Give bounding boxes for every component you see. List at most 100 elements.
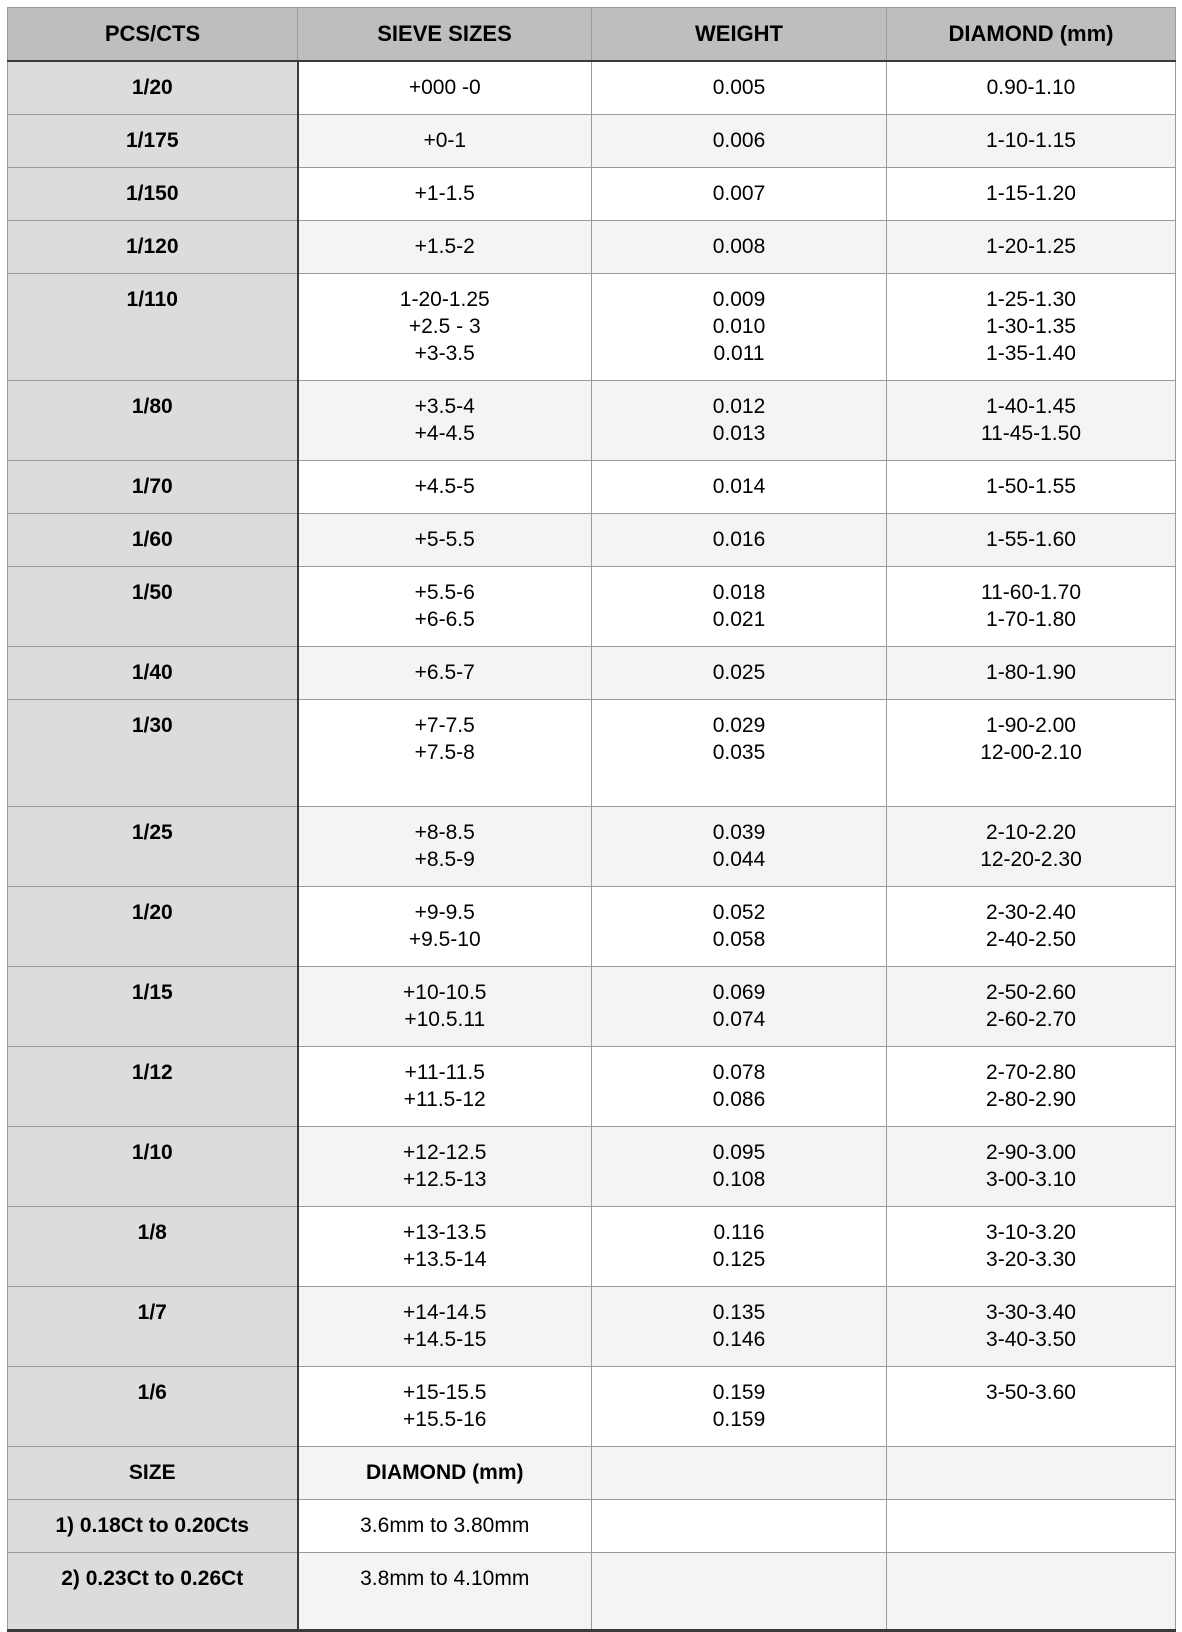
cell-weight: 0.018 0.021 (591, 566, 887, 647)
cell-pcs: 1/175 (7, 114, 299, 168)
cell-weight: 0.069 0.074 (591, 966, 887, 1047)
cell-weight: 0.014 (591, 460, 887, 514)
table-row: 1/110 1-20-1.25 +2.5 - 3 +3-3.5 0.009 0.010 0.… (7, 273, 1176, 381)
cell-diamond: 1-50-1.55 (886, 460, 1176, 514)
cell-sieve: +1.5-2 (297, 220, 592, 274)
cell-weight: 0.016 (591, 513, 887, 567)
cell-diamond: 1-10-1.15 (886, 114, 1176, 168)
cell-sieve: DIAMOND (mm) (297, 1446, 592, 1500)
cell-pcs: 1/15 (7, 966, 299, 1047)
cell-line: 2-60-2.70 (986, 1008, 1076, 1031)
cell-weight: 0.029 0.035 (591, 699, 887, 807)
cell-line: 3.6mm to 3.80mm (360, 1514, 530, 1537)
cell-line: 0.029 (712, 714, 766, 737)
table-row: 1/175 +0-1 0.006 1-10-1.15 (7, 114, 1176, 168)
column-header-sieve-sizes: SIEVE SIZES (297, 7, 592, 62)
cell-sieve: +0-1 (297, 114, 592, 168)
cell-sieve: +11-11.5 +11.5-12 (297, 1046, 592, 1127)
cell-line: 1-20-1.25 (986, 235, 1076, 258)
cell-line: 1/80 (131, 395, 173, 418)
column-header-weight: WEIGHT (591, 7, 887, 62)
table-row: 1/50 +5.5-6 +6-6.5 0.018 0.021 11-60-1.70 1-70… (7, 566, 1176, 647)
cell-line: +1.5-2 (414, 235, 475, 258)
cell-diamond: 3-10-3.20 3-20-3.30 (886, 1206, 1176, 1287)
cell-sieve: 3.6mm to 3.80mm (297, 1499, 592, 1553)
cell-pcs: 1/80 (7, 380, 299, 461)
cell-line: 1-90-2.00 (986, 714, 1076, 737)
cell-line: 0.018 (712, 581, 766, 604)
cell-line: 1-35-1.40 (986, 342, 1076, 365)
cell-line: 2) 0.23Ct to 0.26Ct (61, 1567, 244, 1590)
cell-line: 0.116 (713, 1221, 765, 1244)
cell-diamond: 1-80-1.90 (886, 646, 1176, 700)
cell-diamond: 2-50-2.60 2-60-2.70 (886, 966, 1176, 1047)
cell-line: 1/50 (131, 581, 173, 604)
table-row: 1/10 +12-12.5 +12.5-13 0.095 0.108 2-90-3.00 3… (7, 1126, 1176, 1207)
cell-sieve: +14-14.5 +14.5-15 (297, 1286, 592, 1367)
cell-line: 1/20 (131, 901, 173, 924)
table-header: PCS/CTS SIEVE SIZES WEIGHT DIAMOND (mm) (7, 7, 1176, 62)
cell-line: +13-13.5 (403, 1221, 487, 1244)
cell-diamond: 1-15-1.20 (886, 167, 1176, 221)
cell-line: 1/120 (125, 235, 179, 258)
table-row: 1/40 +6.5-7 0.025 1-80-1.90 (7, 646, 1176, 700)
cell-sieve: +13-13.5 +13.5-14 (297, 1206, 592, 1287)
table-row: 1/150 +1-1.5 0.007 1-15-1.20 (7, 167, 1176, 221)
cell-line: 11-60-1.70 (980, 581, 1082, 604)
cell-diamond: 2-10-2.20 12-20-2.30 (886, 806, 1176, 887)
cell-diamond: 3-50-3.60 (886, 1366, 1176, 1447)
cell-weight: 0.005 (591, 60, 887, 115)
cell-sieve: +7-7.5 +7.5-8 (297, 699, 592, 807)
cell-line: 2-50-2.60 (986, 981, 1076, 1004)
cell-line: 0.021 (712, 608, 766, 631)
cell-pcs: 1/60 (7, 513, 299, 567)
table-row: 1) 0.18Ct to 0.20Cts 3.6mm to 3.80mm (7, 1499, 1176, 1553)
cell-diamond: 3-30-3.40 3-40-3.50 (886, 1286, 1176, 1367)
cell-line: +6-6.5 (414, 608, 475, 631)
cell-line: 3-10-3.20 (986, 1221, 1076, 1244)
cell-line: 0.095 (712, 1141, 766, 1164)
cell-pcs: 1/110 (7, 273, 299, 381)
cell-weight: 0.052 0.058 (591, 886, 887, 967)
cell-line: 0.052 (712, 901, 766, 924)
cell-pcs: 1/40 (7, 646, 299, 700)
cell-line: +7.5-8 (414, 741, 475, 764)
cell-line: 3.8mm to 4.10mm (360, 1567, 530, 1590)
cell-line: +9-9.5 (414, 901, 475, 924)
table-row: 1/15 +10-10.5 +10.5.11 0.069 0.074 2-50-2.60 2… (7, 966, 1176, 1047)
table-row: 1/120 +1.5-2 0.008 1-20-1.25 (7, 220, 1176, 274)
cell-line: 3-50-3.60 (986, 1381, 1076, 1404)
cell-pcs: 1/120 (7, 220, 299, 274)
cell-line: +11.5-12 (403, 1088, 486, 1111)
cell-line: +15.5-16 (403, 1408, 487, 1431)
cell-line: 0.078 (712, 1061, 766, 1084)
cell-line: 0.009 (712, 288, 766, 311)
table-row: 1/20 +9-9.5 +9.5-10 0.052 0.058 2-30-2.40 2-40… (7, 886, 1176, 967)
cell-line: +3.5-4 (414, 395, 475, 418)
cell-line: 0.069 (712, 981, 766, 1004)
cell-line: 2-40-2.50 (986, 928, 1076, 951)
cell-line: +1-1.5 (414, 182, 475, 205)
cell-line: 1-40-1.45 (986, 395, 1076, 418)
cell-line: 0.008 (712, 235, 766, 258)
cell-line: 1/70 (131, 475, 173, 498)
cell-line: 3-20-3.30 (986, 1248, 1076, 1271)
cell-line: +10-10.5 (403, 981, 487, 1004)
table-row: 2) 0.23Ct to 0.26Ct 3.8mm to 4.10mm (7, 1552, 1176, 1631)
cell-line: 2-90-3.00 (986, 1141, 1076, 1164)
cell-line: +12-12.5 (403, 1141, 487, 1164)
cell-weight (591, 1446, 887, 1500)
cell-diamond: 1-25-1.30 1-30-1.35 1-35-1.40 (886, 273, 1176, 381)
table-row: 1/7 +14-14.5 +14.5-15 0.135 0.146 3-30-3.40 3-… (7, 1286, 1176, 1367)
cell-line: 0.035 (712, 741, 766, 764)
table-row: 1/20 +000 -0 0.005 0.90-1.10 (7, 60, 1176, 115)
cell-line: +4.5-5 (414, 475, 475, 498)
cell-diamond: 11-60-1.70 1-70-1.80 (886, 566, 1176, 647)
cell-diamond: 1-90-2.00 12-00-2.10 (886, 699, 1176, 807)
table-row: 1/30 +7-7.5 +7.5-8 0.029 0.035 1-90-2.00 12-0… (7, 699, 1176, 807)
table-row: 1/8 +13-13.5 +13.5-14 0.116 0.125 3-10-3.20 3-… (7, 1206, 1176, 1287)
cell-sieve: +1-1.5 (297, 167, 592, 221)
cell-line: 0.044 (712, 848, 766, 871)
cell-line: 1-30-1.35 (986, 315, 1076, 338)
